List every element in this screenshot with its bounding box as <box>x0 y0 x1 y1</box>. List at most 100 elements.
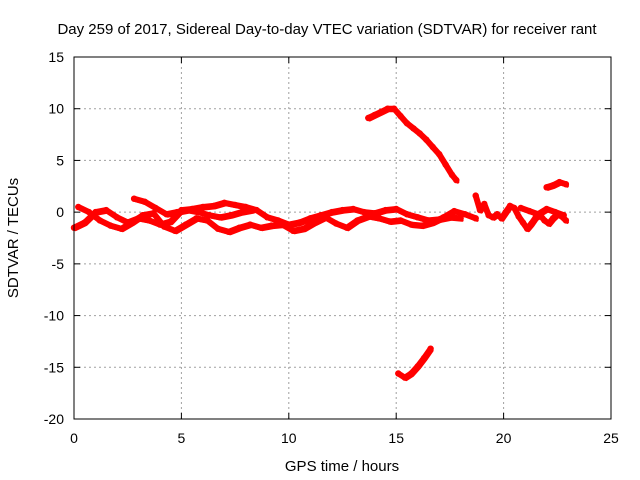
plot-frame <box>73 56 612 420</box>
data-point <box>461 211 469 218</box>
data-point <box>249 206 256 214</box>
x-tick-label: 15 <box>388 430 404 446</box>
data-point <box>150 210 157 217</box>
data-point <box>193 215 200 222</box>
data-point <box>214 225 222 232</box>
data-point <box>403 211 411 218</box>
data-point <box>562 217 570 224</box>
data-point <box>204 217 211 224</box>
data-point <box>311 219 318 226</box>
series-arc-low <box>395 345 434 382</box>
data-point <box>429 143 436 151</box>
series-line <box>365 105 460 184</box>
data-point <box>231 201 239 209</box>
x-tick-label: 25 <box>603 430 619 446</box>
data-point <box>511 204 518 212</box>
data-point <box>423 136 430 143</box>
data-point <box>225 228 232 235</box>
data-point <box>182 221 189 228</box>
data-point <box>195 208 202 216</box>
data-point <box>264 214 271 221</box>
data-point <box>560 212 567 219</box>
y-tick-label: 0 <box>56 204 64 220</box>
series-short-segment <box>543 178 570 191</box>
data-point <box>543 205 550 213</box>
y-tick-label: -5 <box>52 256 65 272</box>
series-track-e <box>517 204 567 219</box>
data-point <box>414 363 421 370</box>
series-track-d <box>472 192 570 233</box>
data-point <box>107 222 114 229</box>
data-point <box>384 105 391 112</box>
data-point <box>397 217 404 224</box>
data-point <box>371 111 378 119</box>
data-point <box>171 227 179 234</box>
data-point <box>227 212 234 219</box>
data-point <box>216 214 224 221</box>
data-point <box>403 120 411 127</box>
data-point <box>257 224 265 231</box>
data-point <box>556 178 563 186</box>
data-point <box>526 207 533 215</box>
y-tick-label: 5 <box>56 152 64 168</box>
data-point <box>427 345 434 352</box>
data-point <box>408 221 415 228</box>
data-point <box>472 215 479 222</box>
data-point <box>408 370 415 377</box>
data-point <box>81 219 88 226</box>
data-point <box>268 222 275 229</box>
data-point <box>416 130 423 137</box>
data-point <box>528 220 535 227</box>
data-point <box>238 208 245 216</box>
data-point <box>517 204 524 212</box>
data-point <box>494 211 501 218</box>
data-point <box>395 370 402 377</box>
data-point <box>552 208 559 216</box>
data-point <box>393 205 400 213</box>
data-point <box>549 215 557 222</box>
data-point <box>163 211 170 218</box>
data-point <box>85 208 93 216</box>
grid-lines <box>74 57 611 419</box>
data-point <box>300 225 307 232</box>
data-point <box>448 171 456 179</box>
data-point <box>221 199 228 206</box>
data-point <box>397 112 404 120</box>
data-point <box>146 217 153 224</box>
data-point <box>386 218 393 225</box>
data-point <box>534 211 542 218</box>
data-point <box>545 220 552 227</box>
data-point <box>365 213 372 220</box>
y-tick-label: 10 <box>48 101 64 117</box>
data-point <box>236 224 243 231</box>
data-point <box>410 125 417 132</box>
x-tick-label: 0 <box>70 430 78 446</box>
data-point <box>128 219 136 226</box>
data-point <box>332 220 340 227</box>
data-point <box>184 206 191 214</box>
y-axis-label: SDTVAR / TECUs <box>5 178 22 298</box>
data-point <box>498 215 505 222</box>
data-point <box>414 214 421 221</box>
data-point <box>453 176 460 184</box>
series-line-echo <box>368 109 460 184</box>
data-point <box>382 206 389 214</box>
data-point <box>350 205 357 213</box>
data-point <box>390 105 398 112</box>
y-tick-label: -15 <box>44 359 64 375</box>
series-arc-high <box>365 105 460 184</box>
data-point <box>103 206 110 214</box>
chart-title: Day 259 of 2017, Sidereal Day-to-day VTE… <box>57 21 597 38</box>
y-tick-label: -10 <box>44 308 64 324</box>
data-point <box>96 217 104 224</box>
data-point <box>206 212 213 219</box>
data-point <box>328 208 335 216</box>
data-point <box>152 204 159 212</box>
series-track-c <box>130 195 256 221</box>
data-point <box>173 208 181 216</box>
x-tick-label: 5 <box>178 430 186 446</box>
data-point <box>130 195 138 202</box>
data-point <box>167 218 174 225</box>
data-point <box>515 213 522 220</box>
